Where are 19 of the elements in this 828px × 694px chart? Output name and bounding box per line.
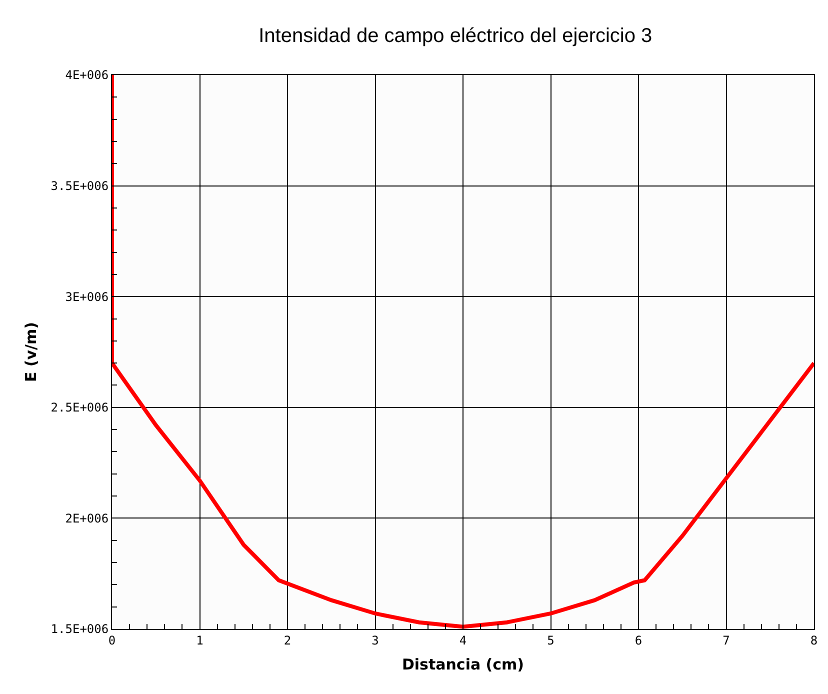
line-series <box>112 75 814 629</box>
x-tick-label: 1 <box>196 633 204 648</box>
chart-title: Intensidad de campo eléctrico del ejercicio 3 <box>258 24 652 47</box>
y-tick-label: 2E+006 <box>65 511 109 526</box>
x-tick-label: 2 <box>284 633 292 648</box>
y-axis-title: E (v/m) <box>22 322 40 382</box>
y-tick-label: 2.5E+006 <box>50 400 109 415</box>
x-tick-label: 8 <box>810 633 818 648</box>
x-tick-label: 6 <box>634 633 642 648</box>
x-axis-title: Distancia (cm) <box>402 655 524 674</box>
x-tick-label: 5 <box>547 633 554 648</box>
x-tick-label: 0 <box>108 633 116 648</box>
y-tick-label: 3.5E+006 <box>50 179 109 193</box>
y-tick-label: 1.5E+006 <box>50 622 109 636</box>
y-tick-label: 4E+006 <box>65 68 109 82</box>
y-tick-label: 3E+006 <box>65 290 109 304</box>
x-tick-label: 4 <box>459 633 467 648</box>
x-tick-label: 3 <box>372 633 379 648</box>
x-tick-label: 7 <box>722 633 730 648</box>
